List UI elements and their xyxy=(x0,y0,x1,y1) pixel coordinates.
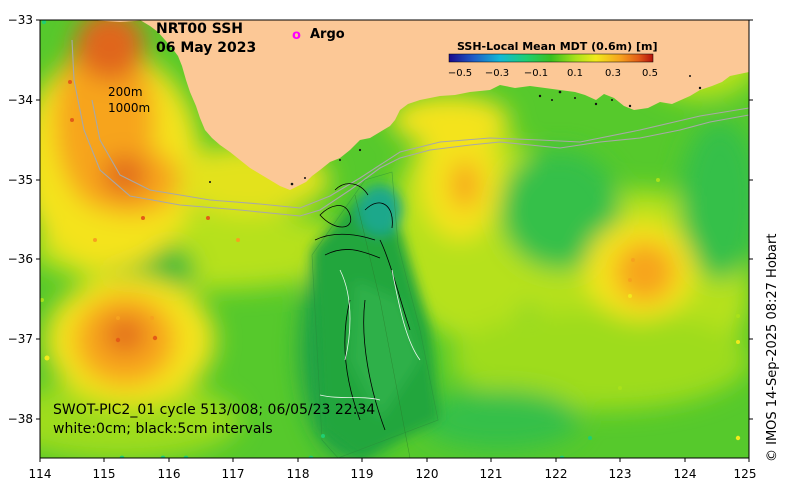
x-tick-label: 124 xyxy=(674,467,697,481)
colorbar: SSH-Local Mean MDT (0.6m) [m] −0.5 −0.3 … xyxy=(448,40,658,79)
map-date: 06 May 2023 xyxy=(156,40,256,56)
x-tick-label: 125 xyxy=(734,467,757,481)
contour-label-200m: 200m xyxy=(108,85,143,99)
x-tick-labels: 114 115 116 117 118 119 120 121 122 123 … xyxy=(29,467,757,481)
x-tick-label: 119 xyxy=(351,467,374,481)
y-tick-label: −37 xyxy=(8,332,33,346)
bathymetry-contours xyxy=(71,39,749,217)
x-tick-label: 120 xyxy=(416,467,439,481)
contour-interval-annotation: white:0cm; black:5cm intervals xyxy=(53,421,273,437)
y-tick-label: −34 xyxy=(8,93,33,107)
argo-legend-label: Argo xyxy=(310,27,345,42)
swot-swath xyxy=(312,185,440,458)
argo-marker-icon: o xyxy=(292,28,301,43)
colorbar-ramp xyxy=(448,53,654,63)
x-tick-label: 121 xyxy=(480,467,503,481)
x-tick-label: 116 xyxy=(158,467,181,481)
coastline-speckle xyxy=(209,75,702,186)
axis-ticks xyxy=(36,19,753,462)
colorbar-title: SSH-Local Mean MDT (0.6m) [m] xyxy=(457,40,657,53)
x-tick-label: 123 xyxy=(609,467,632,481)
colorbar-tick: −0.1 xyxy=(524,68,548,79)
contour-label-1000m: 1000m xyxy=(108,101,150,115)
x-tick-label: 118 xyxy=(287,467,310,481)
map-title: NRT00 SSH xyxy=(156,21,243,37)
colorbar-tick: −0.5 xyxy=(448,68,472,79)
x-tick-label: 117 xyxy=(222,467,245,481)
y-tick-label: −33 xyxy=(8,13,33,27)
imos-credit: © IMOS 14-Sep-2025 08:27 Hobart xyxy=(765,233,780,462)
x-tick-label: 122 xyxy=(545,467,568,481)
y-tick-label: −35 xyxy=(8,173,33,187)
x-tick-label: 114 xyxy=(29,467,52,481)
swot-pass-annotation: SWOT-PIC2_01 cycle 513/008; 06/05/23 22:… xyxy=(53,402,375,418)
observation-dots xyxy=(40,20,741,458)
y-tick-label: −36 xyxy=(8,252,33,266)
colorbar-tick: −0.3 xyxy=(485,68,509,79)
colorbar-tick: 0.1 xyxy=(567,68,583,79)
swot-contours xyxy=(314,183,411,431)
colorbar-tick: 0.3 xyxy=(605,68,621,79)
land-australia xyxy=(40,20,749,190)
y-tick-label: −38 xyxy=(8,412,33,426)
y-tick-labels: −33 −34 −35 −36 −37 −38 xyxy=(8,13,33,426)
colorbar-tick: 0.5 xyxy=(642,68,658,79)
ssh-field xyxy=(40,20,749,458)
x-tick-label: 115 xyxy=(93,467,116,481)
